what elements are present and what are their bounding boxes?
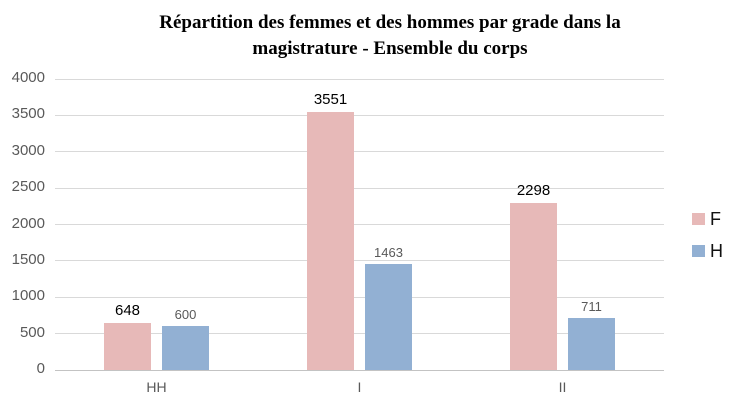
y-tick-label: 2500 (11, 178, 45, 196)
legend-entry-f: F (692, 207, 723, 231)
bar-f-ii (510, 202, 557, 370)
x-tick-label-i: I (357, 379, 362, 395)
x-tick-label-ii: II (558, 379, 567, 395)
y-tick-label: 3000 (11, 141, 45, 159)
value-label-h-ii: 711 (581, 299, 602, 315)
legend-swatch-f (692, 213, 705, 225)
y-tick-label: 1000 (11, 287, 45, 305)
plot-area: 648 3551 2298 600 1463 711 (55, 78, 664, 371)
value-label-f-hh: 648 (114, 301, 141, 319)
y-tick-label: 2000 (11, 214, 45, 232)
value-label-h-hh: 600 (174, 307, 197, 323)
x-tick-label-hh: HH (146, 379, 167, 395)
value-label-f-i: 3551 (313, 90, 348, 108)
gridline-3000 (55, 151, 664, 153)
chart-title: Répartition des femmes et des hommes par… (159, 12, 621, 59)
gridline-0 (55, 369, 664, 371)
gridline-1000 (55, 296, 664, 298)
legend-label-f: F (710, 209, 721, 229)
bar-f-i (307, 111, 354, 370)
bar-h-hh (162, 326, 209, 370)
legend-label-h: H (710, 241, 723, 261)
legend-swatch-h (692, 245, 705, 257)
gridline-1500 (55, 260, 664, 262)
value-label-h-i: 1463 (374, 244, 403, 260)
gridline-3500 (55, 114, 664, 116)
y-tick-label: 500 (19, 323, 45, 341)
bar-f-hh (104, 322, 151, 370)
bar-h-i (365, 263, 412, 370)
y-tick-label: 1500 (11, 250, 45, 268)
y-tick-label: 0 (36, 360, 45, 377)
y-tick-label: 3500 (11, 105, 45, 123)
gridline-4000 (55, 78, 664, 80)
bar-h-ii (568, 318, 615, 370)
gridline-2000 (55, 224, 664, 225)
legend-entry-h: H (692, 239, 723, 263)
y-tick-label: 4000 (11, 69, 45, 86)
gridline-500 (55, 333, 664, 335)
value-label-f-ii: 2298 (516, 181, 551, 199)
gridline-2500 (55, 187, 664, 189)
